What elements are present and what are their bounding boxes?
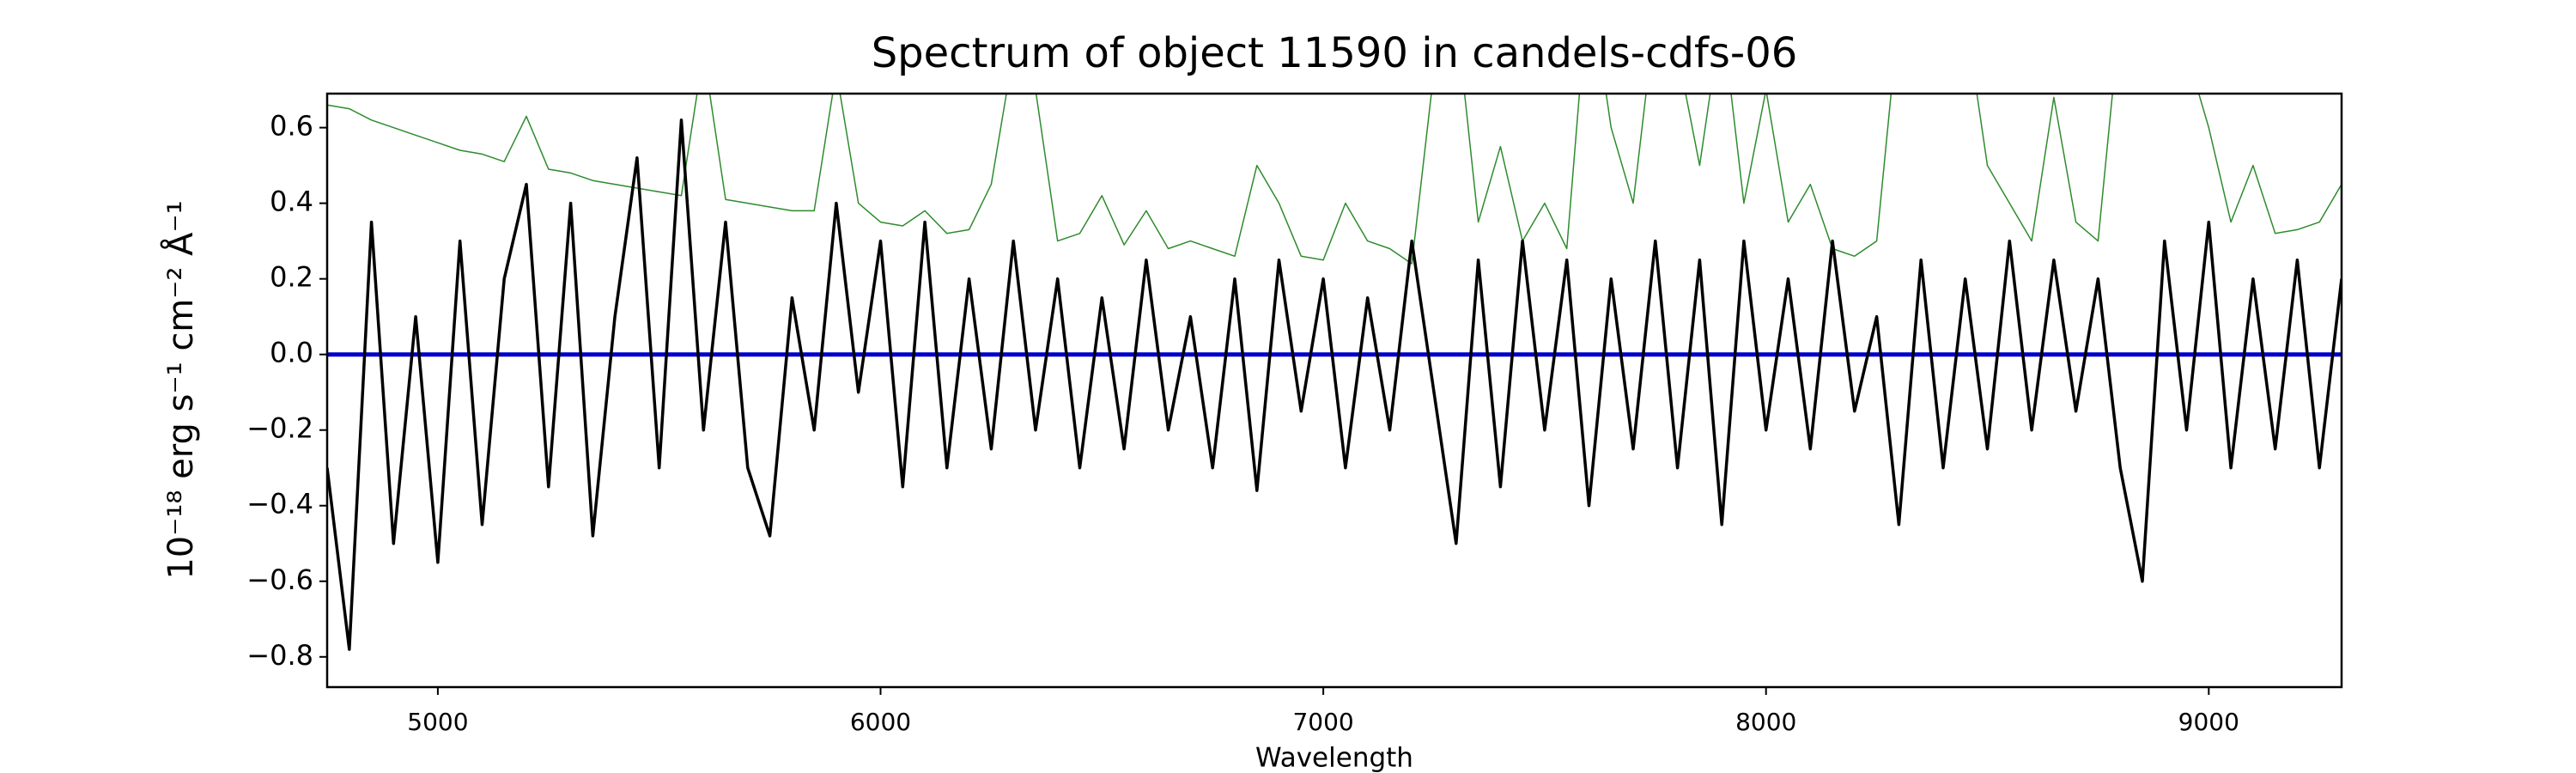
x-tick-label: 9000 <box>2178 708 2239 736</box>
y-tick-label: 0.2 <box>270 261 313 294</box>
x-tick-label: 8000 <box>1735 708 1796 736</box>
y-tick-label: −0.4 <box>246 488 313 520</box>
y-tick-label: −0.6 <box>246 563 313 596</box>
y-tick-label: 0.6 <box>270 110 313 143</box>
y-axis-label: 10⁻¹⁸ erg s⁻¹ cm⁻² Å⁻¹ <box>160 200 201 579</box>
axes-frame <box>325 92 2343 689</box>
plot-area <box>327 94 2342 651</box>
x-tick-label: 7000 <box>1292 708 1353 736</box>
x-tick-label: 5000 <box>407 708 468 736</box>
chart-title: Spectrum of object 11590 in candels-cdfs… <box>872 29 1798 77</box>
y-tick-label: −0.8 <box>246 639 313 672</box>
spectrum-line <box>327 119 2342 651</box>
x-tick-label: 6000 <box>850 708 911 736</box>
x-axis-label: Wavelength <box>1255 743 1413 773</box>
y-tick-label: −0.2 <box>246 412 313 445</box>
spectrum-line <box>327 94 2342 265</box>
y-tick-label: 0.4 <box>270 186 313 218</box>
y-tick-label: 0.0 <box>270 337 313 369</box>
